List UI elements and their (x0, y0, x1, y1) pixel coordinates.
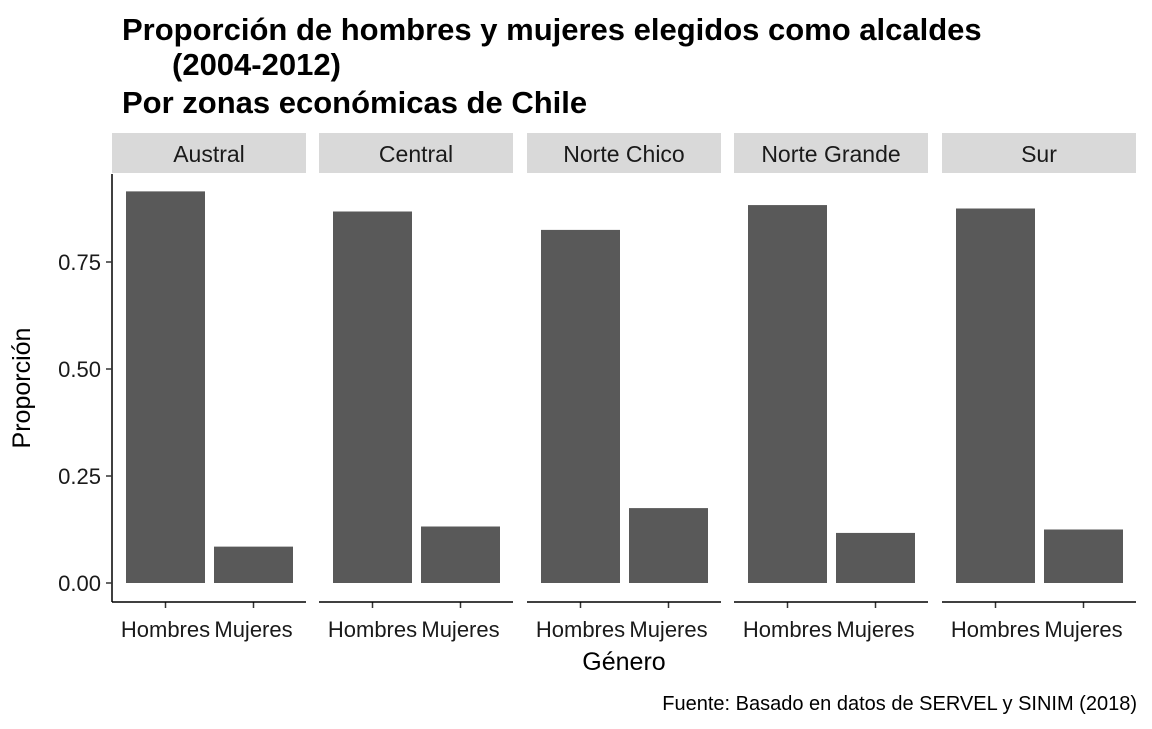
y-axis: 0.00 0.25 0.50 0.75 (58, 174, 113, 602)
facet-strip-central (319, 133, 513, 173)
x-tick-label-sur-mujeres: Mujeres (1044, 617, 1122, 642)
x-tick-label-austral-hombres: Hombres (121, 617, 210, 642)
facet-strip-norte-chico (527, 133, 721, 173)
y-tick-label-1: 0.25 (58, 464, 101, 489)
chart-title-line-2: (2004-2012) (172, 47, 341, 82)
facet-panel-norte-grande: Norte Grande Hombres Mujeres (734, 133, 928, 642)
facet-label-norte-grande: Norte Grande (761, 141, 900, 167)
x-tick-label-central-mujeres: Mujeres (421, 617, 499, 642)
facet-panel-central: Central Hombres Mujeres (319, 133, 513, 642)
chart-caption: Fuente: Basado en datos de SERVEL y SINI… (662, 693, 1137, 715)
facet-panel-sur: Sur Hombres Mujeres (942, 133, 1136, 642)
facet-label-norte-chico: Norte Chico (563, 141, 684, 167)
facet-label-central: Central (379, 141, 453, 167)
y-tick-label-0: 0.00 (58, 571, 101, 596)
facet-strip-sur (942, 133, 1136, 173)
bar-norte-grande-mujeres (836, 532, 915, 583)
bar-central-mujeres (421, 526, 500, 583)
facet-strip-norte-grande (734, 133, 928, 173)
x-tick-label-norte-grande-hombres: Hombres (743, 617, 832, 642)
facet-strip-austral (112, 133, 306, 173)
x-axis-title: Género (582, 648, 665, 676)
y-axis-title: Proporción (8, 328, 36, 449)
facet-panel-austral: Austral Hombres Mujeres (112, 133, 306, 642)
bar-austral-hombres (126, 191, 205, 583)
bar-austral-mujeres (214, 546, 293, 583)
x-tick-label-central-hombres: Hombres (328, 617, 417, 642)
bar-central-hombres (333, 211, 412, 583)
bar-sur-hombres (956, 208, 1035, 583)
bar-norte-chico-mujeres (629, 508, 708, 583)
bar-norte-chico-hombres (541, 229, 620, 583)
facet-panel-norte-chico: Norte Chico Hombres Mujeres (527, 133, 721, 642)
bar-norte-grande-hombres (748, 205, 827, 584)
chart-title-line-3: Por zonas económicas de Chile (122, 85, 587, 120)
chart-title-line-1: Proporción de hombres y mujeres elegidos… (122, 12, 982, 47)
x-tick-label-norte-grande-mujeres: Mujeres (836, 617, 914, 642)
y-tick-label-2: 0.50 (58, 357, 101, 382)
x-tick-label-sur-hombres: Hombres (951, 617, 1040, 642)
bar-sur-mujeres (1044, 529, 1123, 583)
facet-label-austral: Austral (173, 141, 245, 167)
y-tick-label-3: 0.75 (58, 250, 101, 275)
x-tick-label-norte-chico-hombres: Hombres (536, 617, 625, 642)
x-tick-label-austral-mujeres: Mujeres (214, 617, 292, 642)
x-tick-label-norte-chico-mujeres: Mujeres (629, 617, 707, 642)
facet-label-sur: Sur (1021, 141, 1057, 167)
